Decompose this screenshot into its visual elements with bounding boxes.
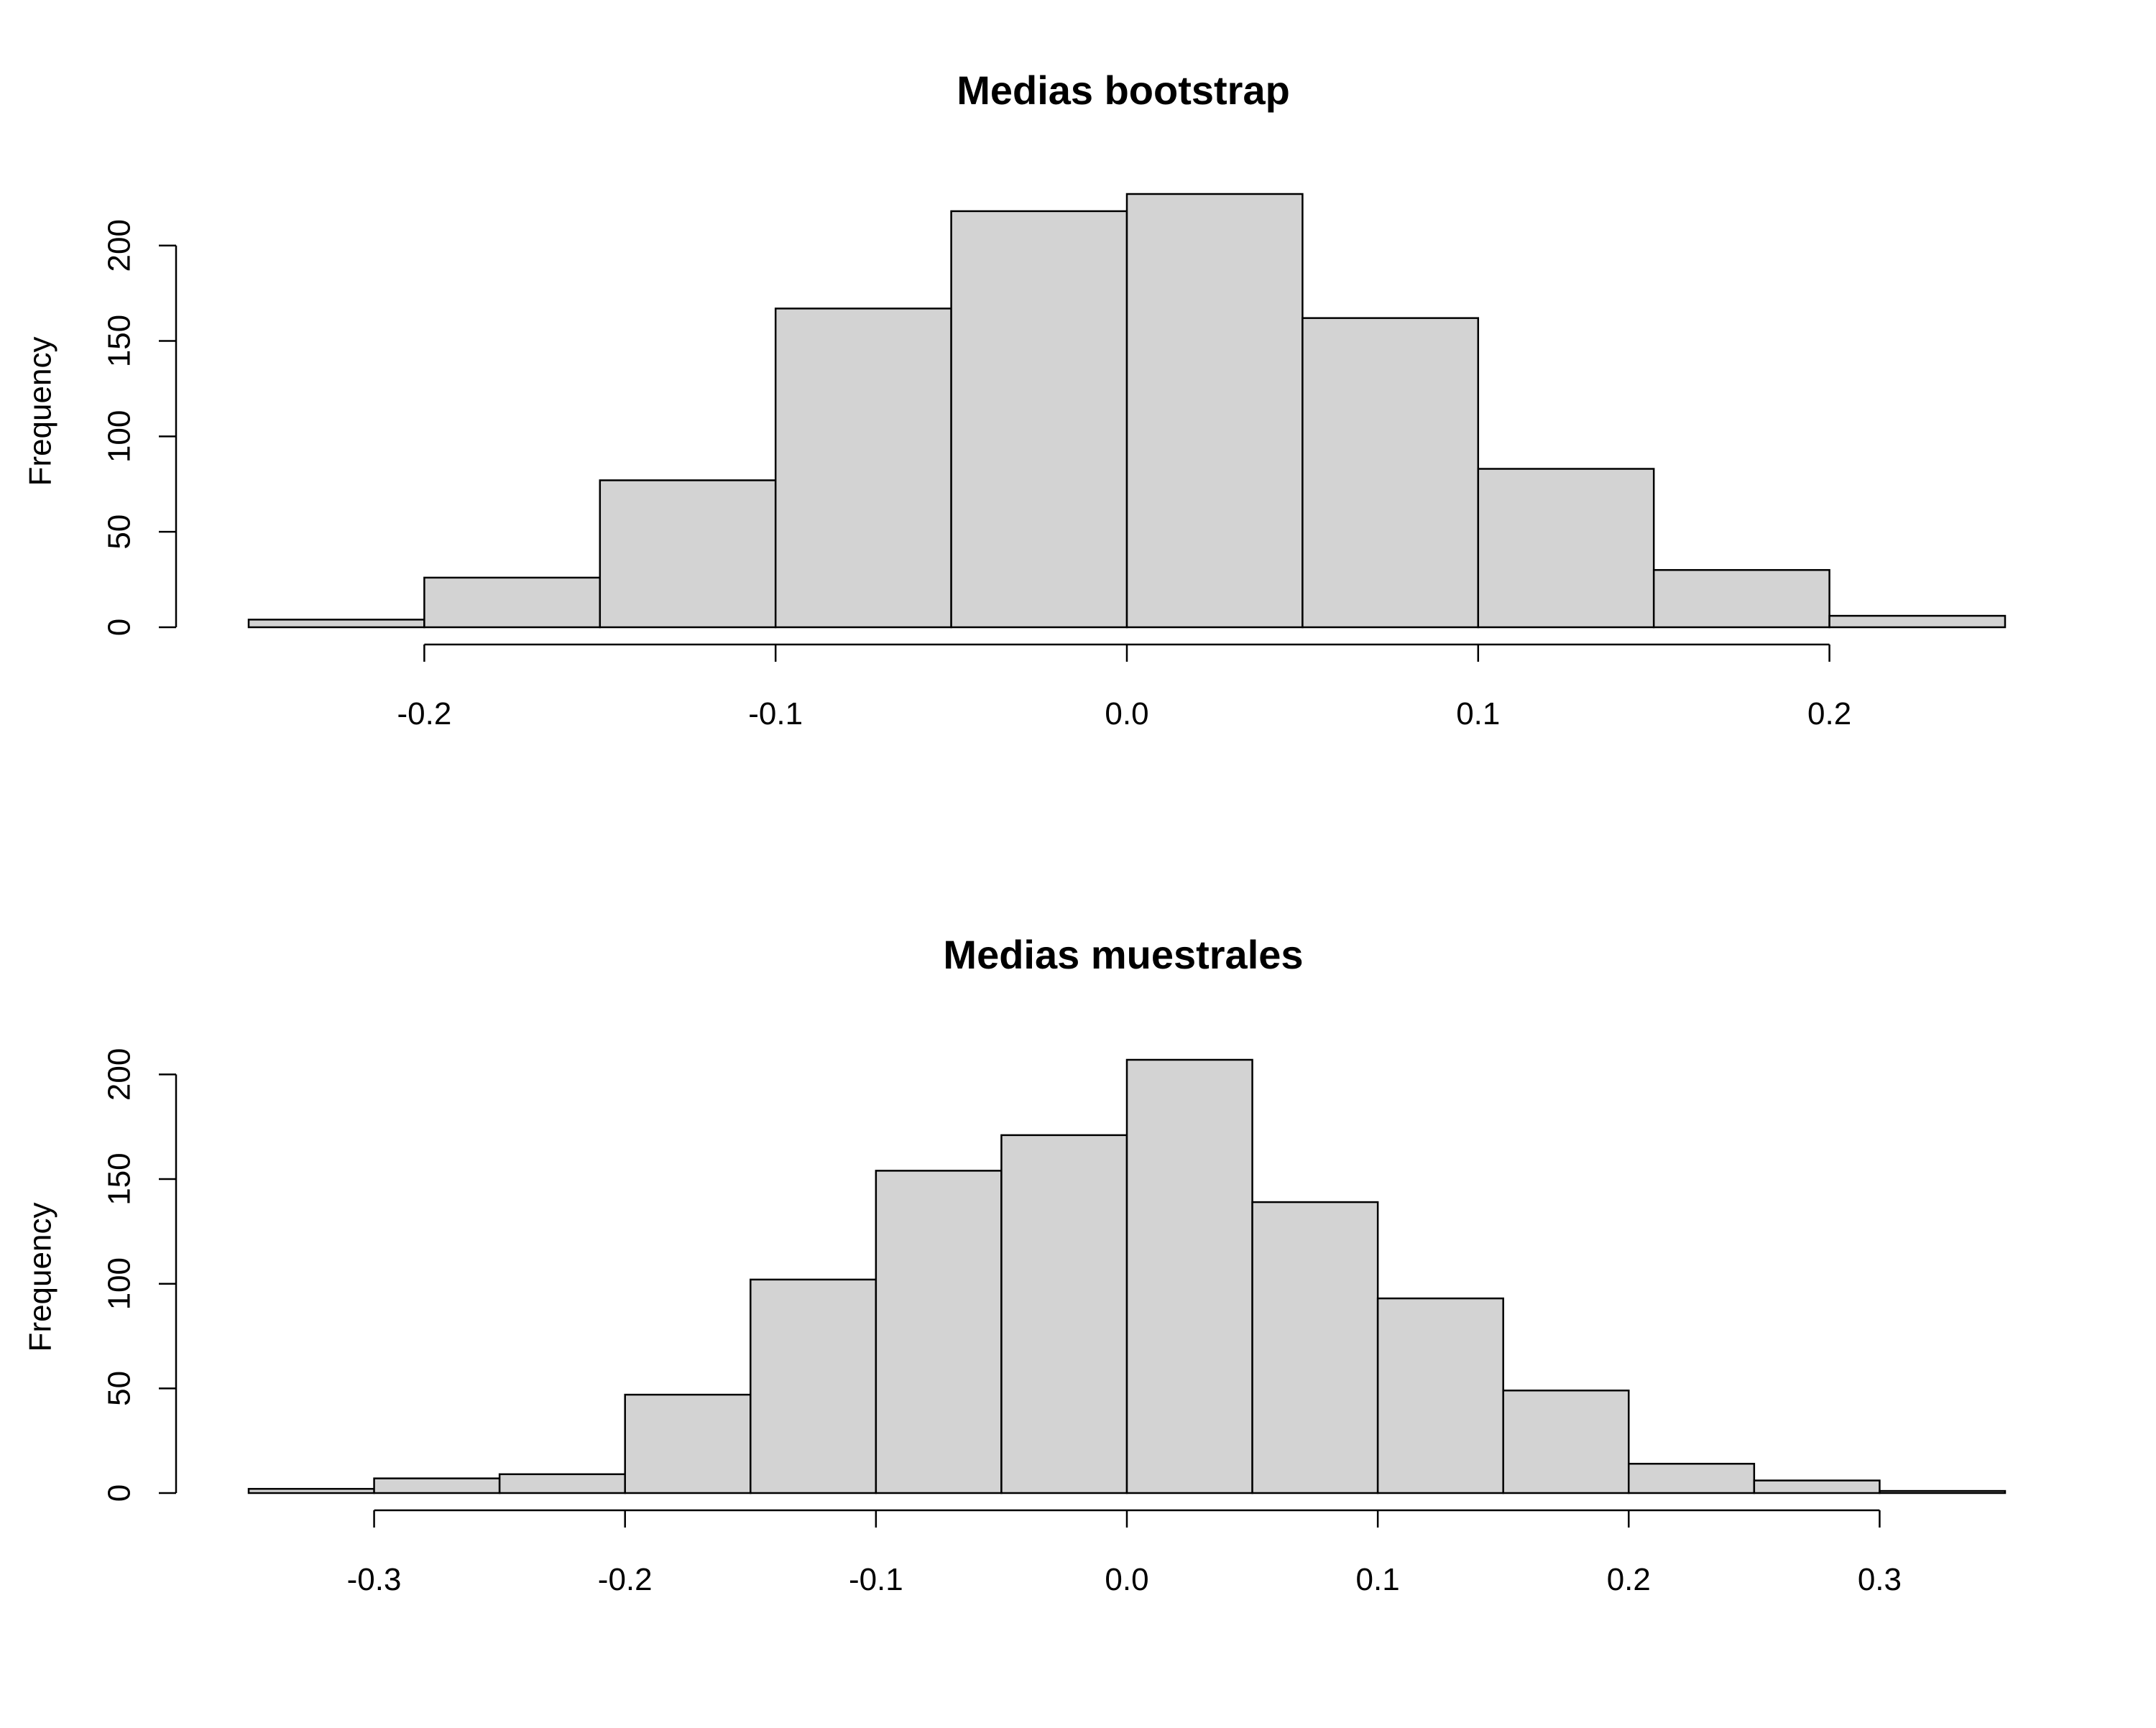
y-tick-label: 50 <box>101 514 137 550</box>
x-tick-label: 0.1 <box>1356 1562 1400 1597</box>
y-tick-label: 100 <box>101 1257 137 1310</box>
histogram-bar <box>750 1278 877 1494</box>
x-tick-label: 0.0 <box>1105 1562 1148 1597</box>
histogram-bar <box>423 576 602 629</box>
histogram-bar <box>950 210 1128 629</box>
y-tick-label: 0 <box>101 619 137 636</box>
histogram-bar <box>1652 569 1830 629</box>
histogram-bar <box>247 1487 375 1494</box>
histogram-bar <box>1000 1134 1128 1494</box>
chart-title: Medias bootstrap <box>957 68 1290 113</box>
x-tick-label: -0.2 <box>598 1562 653 1597</box>
histogram-bar <box>875 1170 1003 1494</box>
y-axis: 0 50 100 150 200 <box>101 219 178 636</box>
bars <box>247 193 2007 629</box>
histogram-bar <box>247 619 425 629</box>
x-axis: -0.2 -0.1 0.0 0.1 0.2 <box>397 643 1851 731</box>
histogram-bar <box>498 1473 626 1494</box>
y-tick-label: 150 <box>101 1152 137 1205</box>
x-tick-label: 0.2 <box>1807 696 1851 731</box>
histogram-bar <box>1477 468 1655 629</box>
y-tick-label: 200 <box>101 219 137 272</box>
histogram-bar <box>1502 1390 1630 1494</box>
y-tick-label: 100 <box>101 410 137 463</box>
y-axis-label: Frequency <box>22 337 57 486</box>
y-tick-label: 0 <box>101 1484 137 1502</box>
y-tick-label: 200 <box>101 1048 137 1101</box>
x-tick-label: -0.3 <box>347 1562 402 1597</box>
x-tick-label: 0.0 <box>1105 696 1148 731</box>
histogram-bar <box>1753 1479 1881 1494</box>
histogram-bar <box>1376 1297 1504 1494</box>
histogram-bar <box>1628 1462 1756 1494</box>
panel-medias-muestrales: Medias muestrales Frequency -0.3 -0.2 -0.1… <box>22 932 2007 1597</box>
histogram-bar <box>774 308 952 629</box>
x-tick-label: -0.2 <box>397 696 451 731</box>
histogram-bar <box>1125 193 1304 629</box>
chart-title: Medias muestrales <box>943 932 1303 977</box>
histogram-bar <box>1302 317 1480 629</box>
x-tick-label: -0.1 <box>849 1562 903 1597</box>
y-axis-label: Frequency <box>22 1203 57 1352</box>
y-axis: 0 50 100 150 200 <box>101 1048 178 1502</box>
panel-medias-bootstrap: Medias bootstrap Frequency -0.2 -0.1 0.0 0.… <box>22 68 2007 731</box>
histogram-bar <box>1879 1489 2007 1494</box>
histogram-bar <box>599 479 777 629</box>
histogram-bar <box>373 1477 501 1494</box>
x-tick-label: 0.2 <box>1607 1562 1651 1597</box>
y-tick-label: 50 <box>101 1371 137 1406</box>
x-tick-label: 0.3 <box>1858 1562 1902 1597</box>
x-axis: -0.3 -0.2 -0.1 0.0 0.1 0.2 0.3 <box>347 1509 1902 1597</box>
histogram-bar <box>624 1393 752 1494</box>
bars <box>247 1058 2007 1494</box>
x-tick-label: -0.1 <box>748 696 803 731</box>
histogram-bar <box>1125 1058 1253 1494</box>
y-tick-label: 150 <box>101 315 137 367</box>
histogram-bar <box>1828 614 2007 629</box>
x-tick-label: 0.1 <box>1456 696 1500 731</box>
histogram-bar <box>1251 1201 1379 1494</box>
